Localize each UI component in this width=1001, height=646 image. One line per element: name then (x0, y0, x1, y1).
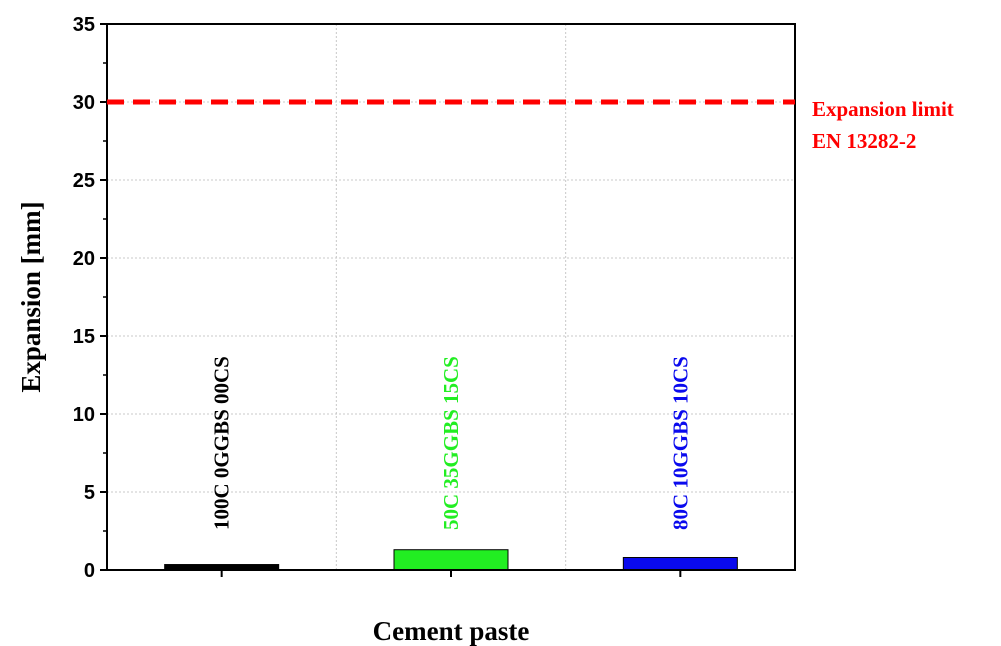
expansion-limit-label: Expansion limit (812, 97, 954, 121)
y-tick-label: 0 (84, 560, 95, 582)
y-axis: 0 5 10 15 20 25 30 35 (73, 14, 107, 582)
y-tick-label: 30 (73, 92, 95, 114)
y-tick-label: 15 (73, 326, 95, 348)
y-axis-title: Expansion [mm] (16, 201, 46, 392)
y-tick-label: 5 (84, 482, 95, 504)
expansion-limit-standard-label: EN 13282-2 (812, 129, 916, 153)
bar-label: 100C 0GGBS 00CS (210, 356, 234, 530)
y-tick-label: 25 (73, 170, 95, 192)
y-tick-label: 20 (73, 248, 95, 270)
bar-label: 50C 35GGBS 15CS (439, 356, 463, 530)
bar (393, 549, 509, 571)
bar-label: 80C 10GGBS 10CS (668, 356, 692, 530)
x-axis-title: Cement paste (373, 616, 530, 646)
x-axis (220, 570, 682, 577)
bar (622, 557, 738, 571)
y-tick-label: 10 (73, 404, 95, 426)
bar-labels-group: 100C 0GGBS 00CS 50C 35GGBS 15CS 80C 10GGBS… (210, 356, 693, 530)
bars-group (164, 549, 738, 571)
y-tick-label: 35 (73, 14, 95, 36)
